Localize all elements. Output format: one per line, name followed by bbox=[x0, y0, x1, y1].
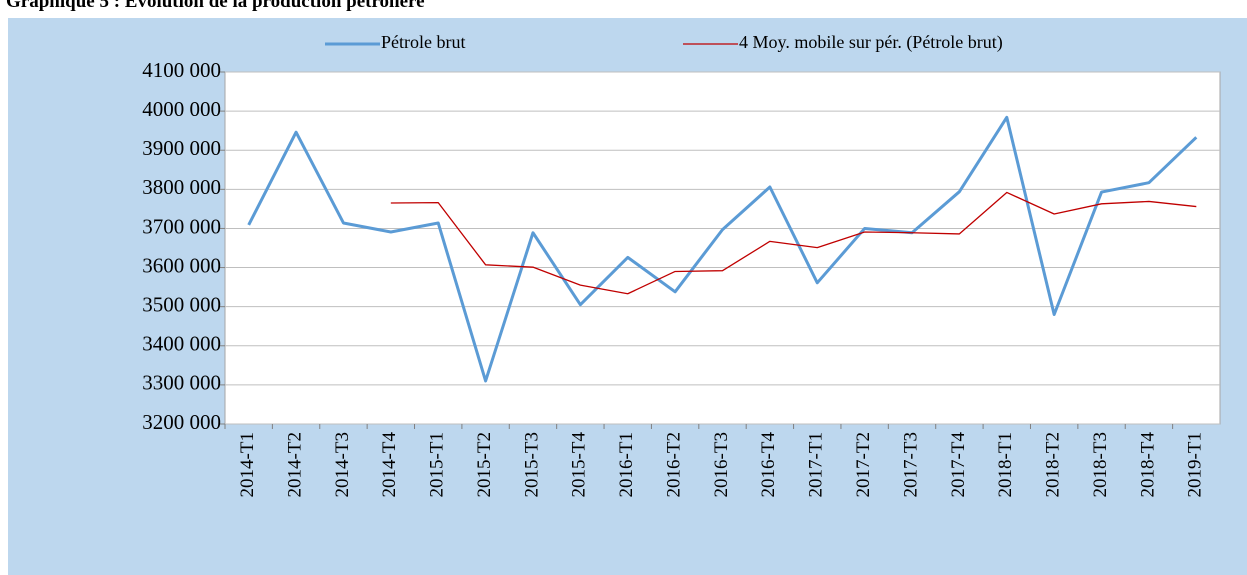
x-tick-label: 2018-T2 bbox=[1043, 432, 1064, 497]
x-tick-label: 2014-T1 bbox=[237, 432, 258, 497]
x-tick-label: 2015-T1 bbox=[427, 432, 448, 497]
y-tick-label: 3700 000 bbox=[142, 214, 221, 238]
legend-label: 4 Moy. mobile sur pér. (Pétrole brut) bbox=[739, 32, 1003, 53]
x-tick-label: 2015-T4 bbox=[569, 432, 590, 498]
x-tick-label: 2014-T3 bbox=[332, 432, 353, 497]
x-tick-label: 2014-T4 bbox=[379, 432, 400, 498]
series-line bbox=[390, 191, 1197, 295]
x-tick-label: 2016-T3 bbox=[711, 432, 732, 497]
x-tick-label: 2018-T3 bbox=[1090, 432, 1111, 497]
x-tick-label: 2018-T4 bbox=[1137, 432, 1158, 498]
series-line bbox=[247, 115, 1198, 383]
y-tick-label: 3400 000 bbox=[142, 332, 221, 356]
plot-area bbox=[224, 71, 1221, 425]
x-tick-label: 2017-T2 bbox=[853, 432, 874, 497]
x-tick-label: 2017-T4 bbox=[948, 432, 969, 498]
x-tick-label: 2016-T1 bbox=[616, 432, 637, 497]
x-tick-label: 2017-T3 bbox=[900, 432, 921, 497]
x-tick-label: 2014-T2 bbox=[284, 432, 305, 497]
y-tick-label: 3800 000 bbox=[142, 175, 221, 199]
y-tick-label: 3200 000 bbox=[142, 410, 221, 434]
x-tick-label: 2016-T4 bbox=[758, 432, 779, 498]
y-tick-label: 3900 000 bbox=[142, 136, 221, 160]
x-tick-label: 2017-T1 bbox=[806, 432, 827, 497]
x-tick-label: 2015-T2 bbox=[474, 432, 495, 497]
y-tick-label: 3300 000 bbox=[142, 371, 221, 395]
x-tick-label: 2015-T3 bbox=[521, 432, 542, 497]
y-tick-label: 4100 000 bbox=[142, 58, 221, 82]
y-tick-label: 3600 000 bbox=[142, 253, 221, 277]
y-tick-label: 4000 000 bbox=[142, 97, 221, 121]
y-tick-label: 3500 000 bbox=[142, 292, 221, 316]
x-tick-label: 2016-T2 bbox=[663, 432, 684, 497]
x-tick-label: 2018-T1 bbox=[995, 432, 1016, 497]
x-tick-label: 2019-T1 bbox=[1185, 432, 1206, 497]
chart-title: Graphique 5 : Evolution de la production… bbox=[6, 0, 425, 12]
legend-label: Pétrole brut bbox=[381, 32, 465, 52]
